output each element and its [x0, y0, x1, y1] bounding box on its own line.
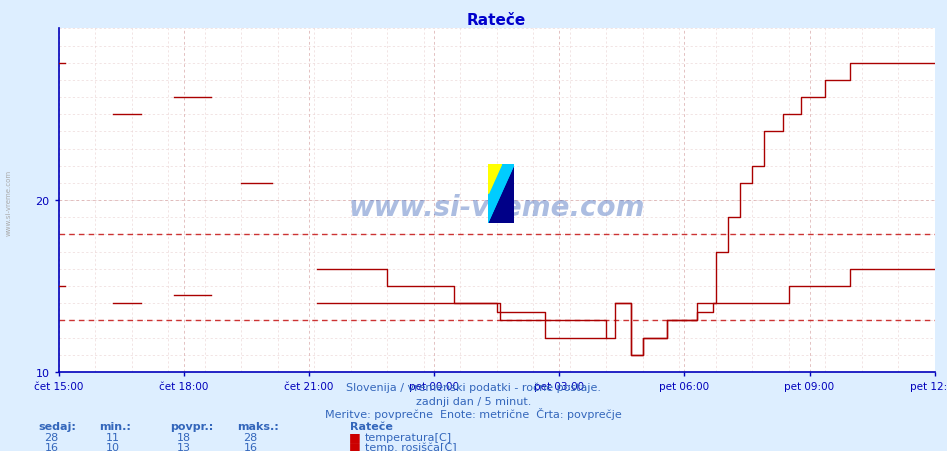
- Text: Meritve: povprečne  Enote: metrične  Črta: povprečje: Meritve: povprečne Enote: metrične Črta:…: [325, 407, 622, 419]
- Text: 13: 13: [177, 442, 191, 451]
- Title: Rateče: Rateče: [467, 13, 527, 28]
- Text: min.:: min.:: [99, 421, 132, 431]
- Text: Slovenija / vremenski podatki - ročne postaje.: Slovenija / vremenski podatki - ročne po…: [346, 382, 601, 392]
- Text: povpr.:: povpr.:: [170, 421, 214, 431]
- Text: 16: 16: [243, 442, 258, 451]
- Polygon shape: [488, 165, 501, 194]
- Text: 10: 10: [106, 442, 120, 451]
- Polygon shape: [488, 165, 514, 223]
- Polygon shape: [488, 165, 514, 223]
- Text: 18: 18: [177, 432, 191, 442]
- Text: Rateče: Rateče: [350, 421, 393, 431]
- Text: sedaj:: sedaj:: [38, 421, 76, 431]
- Text: ■: ■: [348, 440, 360, 451]
- Polygon shape: [488, 165, 514, 223]
- Text: 28: 28: [243, 432, 258, 442]
- Text: 16: 16: [45, 442, 59, 451]
- Text: www.si-vreme.com: www.si-vreme.com: [348, 193, 645, 221]
- Text: 28: 28: [45, 432, 59, 442]
- Polygon shape: [488, 165, 501, 194]
- Polygon shape: [488, 165, 501, 194]
- Text: www.si-vreme.com: www.si-vreme.com: [6, 170, 11, 236]
- Text: 11: 11: [106, 432, 120, 442]
- Text: ■: ■: [348, 430, 360, 443]
- Text: temp. rosišča[C]: temp. rosišča[C]: [365, 441, 456, 451]
- Text: zadnji dan / 5 minut.: zadnji dan / 5 minut.: [416, 396, 531, 405]
- Text: maks.:: maks.:: [237, 421, 278, 431]
- Text: temperatura[C]: temperatura[C]: [365, 432, 452, 442]
